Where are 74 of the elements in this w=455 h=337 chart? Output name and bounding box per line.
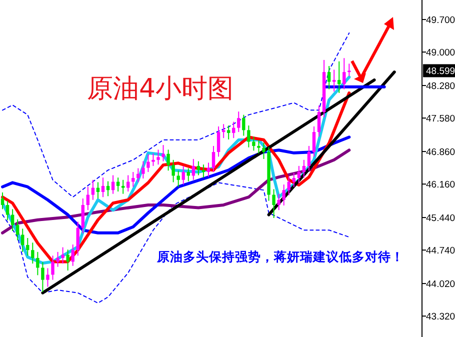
candlestick [216,126,220,158]
candlestick [41,262,44,292]
candlestick [101,177,105,198]
candlestick [71,244,74,266]
candlestick [136,168,140,183]
candlestick [342,58,346,90]
candlestick [10,208,14,232]
line-series [2,32,350,198]
candlestick [176,170,180,188]
y-tick-label: 46.860 [426,147,455,158]
y-tick-label: 49.000 [426,48,455,59]
candlestick [6,200,10,221]
candlestick [81,198,84,234]
candlestick [237,111,240,133]
text: 48.599 [426,66,455,78]
y-tick-label: 47.580 [426,114,455,125]
y-tick-label: 45.440 [426,213,455,224]
candlestick [172,159,175,183]
candlestick [51,255,54,280]
candlestick [61,246,64,264]
y-tick-label: 49.700 [426,15,455,26]
candlestick [166,149,170,172]
y-tick-label: 46.160 [426,180,455,191]
text: 原油4小时图 [87,74,234,104]
candlestick [152,152,155,166]
candlestick [21,228,24,252]
candlestick [31,242,34,264]
candlestick [302,159,306,178]
candlestick [156,149,160,166]
candlestick [257,140,260,154]
y-tick-label: 48.280 [426,81,455,92]
candlestick [222,124,226,139]
candlestick [36,251,40,276]
candlestick [16,218,20,241]
candlestick [226,125,230,140]
candlestick [86,186,90,211]
candlestick [46,268,50,288]
y-tick-label: 44.020 [426,279,455,290]
candlestick [182,165,185,186]
candlestick [56,251,60,268]
annotation: 原油多头保持强势，蒋妍瑞建议低多对待！ [156,249,404,264]
candlestick [317,105,321,138]
candlestick [312,126,316,158]
candlestick [297,165,301,184]
candlestick [116,177,120,192]
y-tick-label: 43.320 [426,312,455,323]
candlestick [282,184,286,206]
candlestick [91,179,95,200]
candlestick [162,144,165,162]
candlestick [332,69,336,92]
candlestick [307,145,311,172]
candlestick [0,192,4,210]
candlestick [348,63,351,77]
candlestick [192,158,196,180]
candlestick [262,142,266,160]
candlestick [252,136,256,152]
candlestick [272,188,276,219]
candlestick [327,66,331,90]
y-tick-label: 44.740 [426,246,455,257]
candlestick [202,164,206,178]
candlestick [287,176,290,196]
candlestick [247,125,250,148]
candlestick [232,121,236,139]
candlestick [277,193,280,211]
candlestick [146,154,150,172]
candlestick [26,237,30,256]
candlestick [242,114,246,136]
candlestick [126,174,130,192]
candlestick [142,160,145,179]
candlestick [66,249,70,272]
candlestick [212,145,216,172]
candlestick [111,174,115,194]
candlestick [76,221,80,256]
candlestick [121,179,125,194]
